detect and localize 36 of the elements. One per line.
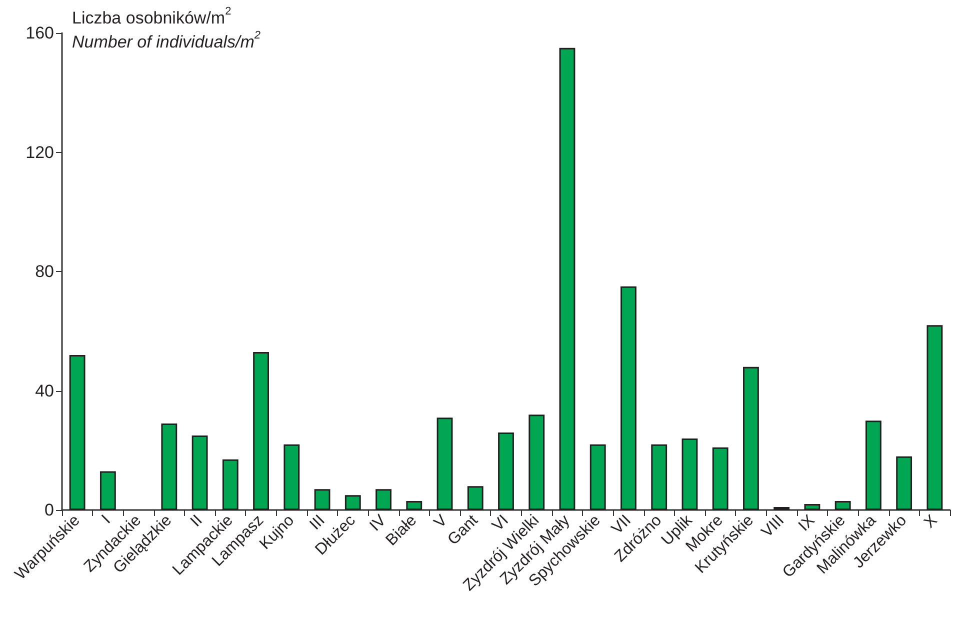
y-tick-label: 0 (44, 500, 54, 520)
y-tick-label: 40 (35, 381, 54, 400)
bar (559, 48, 576, 510)
y-tick-label: 160 (26, 24, 54, 42)
bar (467, 486, 484, 510)
y-tick-label: 80 (35, 262, 54, 281)
bar (743, 366, 759, 510)
bar (804, 504, 820, 510)
bar (682, 438, 698, 510)
bar (69, 354, 86, 510)
bar (376, 489, 392, 510)
bar (161, 424, 178, 510)
bar (620, 286, 636, 510)
x-tick-label: V (431, 512, 451, 532)
bar (192, 435, 208, 510)
x-tick-label: X (921, 512, 941, 532)
bar (834, 501, 851, 510)
bar (100, 471, 116, 510)
y-tick-label: 120 (26, 142, 54, 162)
bar (436, 418, 453, 510)
x-tick-label: IV (366, 512, 390, 535)
bar (406, 501, 422, 510)
bar (528, 414, 545, 510)
bar (222, 459, 238, 510)
bar (284, 444, 300, 510)
bar (498, 432, 514, 510)
bar (712, 447, 728, 510)
x-tick-label: VIII (758, 512, 788, 541)
bar (314, 489, 330, 510)
bar (590, 444, 606, 510)
bar (253, 352, 269, 510)
bar (651, 444, 668, 510)
bar (926, 325, 943, 510)
bar (865, 420, 882, 510)
bar (896, 456, 912, 510)
bar (344, 495, 361, 510)
